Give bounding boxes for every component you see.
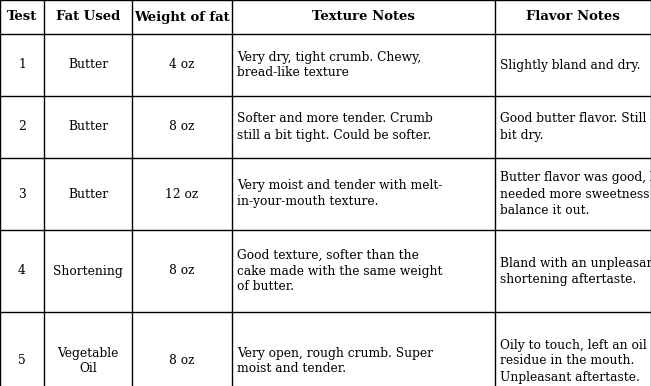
Text: 8 oz: 8 oz [169,354,195,367]
Text: Butter flavor was good, but
needed more sweetness to
balance it out.: Butter flavor was good, but needed more … [500,171,651,217]
Text: Weight of fat: Weight of fat [134,10,230,24]
Text: Very open, rough crumb. Super
moist and tender.: Very open, rough crumb. Super moist and … [237,347,433,376]
Text: 2: 2 [18,120,26,134]
Text: Flavor Notes: Flavor Notes [526,10,620,24]
Text: Fat Used: Fat Used [56,10,120,24]
Text: Vegetable
Oil: Vegetable Oil [57,347,118,376]
Text: Butter: Butter [68,59,108,71]
Text: Texture Notes: Texture Notes [312,10,415,24]
Text: 12 oz: 12 oz [165,188,199,200]
Text: 5: 5 [18,354,26,367]
Text: Test: Test [7,10,37,24]
Text: Slightly bland and dry.: Slightly bland and dry. [500,59,641,71]
Text: Butter: Butter [68,120,108,134]
Text: Very moist and tender with melt-
in-your-mouth texture.: Very moist and tender with melt- in-your… [237,179,443,208]
Text: Good texture, softer than the
cake made with the same weight
of butter.: Good texture, softer than the cake made … [237,249,443,293]
Text: Very dry, tight crumb. Chewy,
bread-like texture: Very dry, tight crumb. Chewy, bread-like… [237,51,421,80]
Text: Good butter flavor. Still a
bit dry.: Good butter flavor. Still a bit dry. [500,112,651,142]
Text: 1: 1 [18,59,26,71]
Text: Shortening: Shortening [53,264,123,278]
Text: Butter: Butter [68,188,108,200]
Text: 4 oz: 4 oz [169,59,195,71]
Text: Softer and more tender. Crumb
still a bit tight. Could be softer.: Softer and more tender. Crumb still a bi… [237,112,433,142]
Text: Bland with an unpleasant
shortening aftertaste.: Bland with an unpleasant shortening afte… [500,257,651,286]
Text: 3: 3 [18,188,26,200]
Text: 8 oz: 8 oz [169,264,195,278]
Text: 4: 4 [18,264,26,278]
Text: 8 oz: 8 oz [169,120,195,134]
Text: Oily to touch, left an oil
residue in the mouth.
Unpleasant aftertaste.: Oily to touch, left an oil residue in th… [500,339,646,384]
